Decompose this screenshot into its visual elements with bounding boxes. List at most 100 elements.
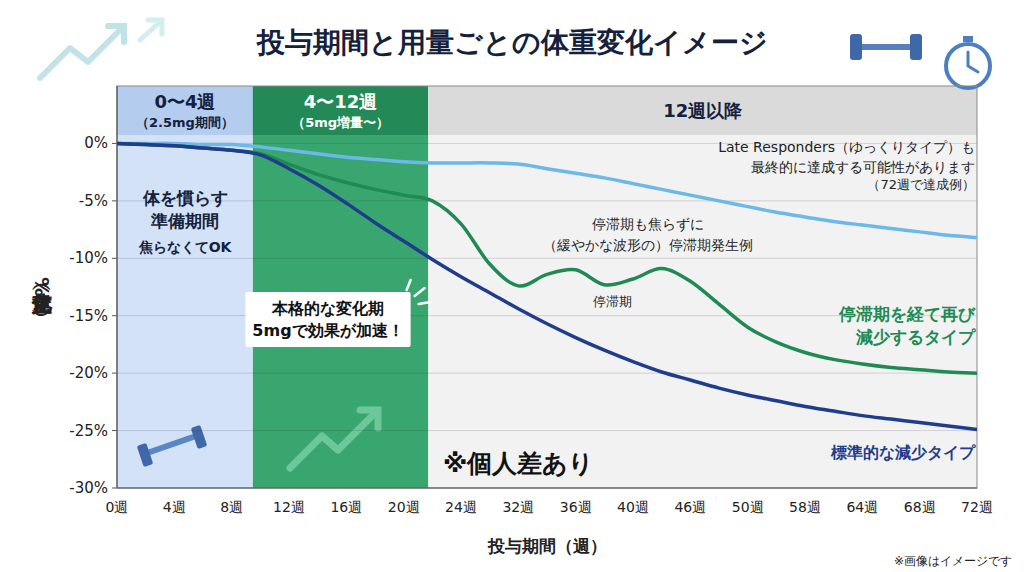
y-tick-label: -15% <box>69 307 108 325</box>
plot-frame <box>117 86 977 488</box>
y-tick <box>112 200 117 201</box>
period-header <box>253 86 428 135</box>
y-axis-line <box>116 86 117 488</box>
text-line: 標準的な減少タイプ <box>830 443 976 462</box>
chart-svg: 投与期間と用量ごとの体重変化イメージ 0〜4週 （2.5mg期間） 4〜12週 （5mg… <box>0 0 1024 572</box>
text-line: Late Responders（ゆっくりタイプ）も <box>718 139 975 155</box>
annotation: 焦らなくてOK <box>138 239 233 255</box>
annotation-burst <box>407 280 431 304</box>
grid-line <box>117 373 977 374</box>
deco-arrow <box>40 28 122 78</box>
deco-arrow-small <box>140 20 162 40</box>
text-line: 停滞期を経て再び <box>838 304 976 324</box>
text-line: 5mgで効果が加速！ <box>252 321 403 340</box>
y-tick-label: -20% <box>69 364 108 382</box>
grid-line <box>117 488 977 489</box>
x-tick-label: 24週 <box>445 499 477 515</box>
period-label: 4〜12週 <box>304 91 378 112</box>
series-labels: 標準的な減少タイプ 停滞期を経て再び減少するタイプ Late Responders（… <box>718 139 976 462</box>
annotation-text: 停滞期も焦らずに （緩やかな波形の）停滞期発生例 <box>543 216 753 253</box>
x-tick-label: 0週 <box>106 499 129 515</box>
y-axis-title: 体重変化（%） <box>30 277 54 317</box>
annotation-text: （72週で達成例） <box>867 177 975 192</box>
series-lines <box>117 143 977 429</box>
x-axis-title: 投与期間（週） <box>487 536 607 556</box>
annotation: 停滞期 <box>593 294 632 309</box>
x-tick-label: 58週 <box>789 499 821 515</box>
period-label: 0〜4週 <box>154 91 215 112</box>
y-tick <box>112 488 117 489</box>
footnote: ※画像はイメージです <box>894 554 1012 568</box>
y-tick <box>112 315 117 316</box>
x-ticks: 0週 4週 8週 12週 16週 20週 24週 32週 36週 40週 46週 50週 58週 64週 6… <box>106 499 993 515</box>
x-tick-label: 72週 <box>961 499 993 515</box>
annotation-text: 停滞期 <box>593 294 632 309</box>
annotation-text: ※個人差あり <box>443 449 594 478</box>
x-tick-label: 20週 <box>388 499 420 515</box>
deco-green-arrow-head <box>360 410 378 428</box>
period-region <box>253 86 428 488</box>
x-tick-label: 4週 <box>163 499 186 515</box>
period-label: 12週以降 <box>663 100 743 121</box>
annotation-text: 体を慣らす準備期間 <box>142 188 228 231</box>
period-region <box>428 86 977 488</box>
chart-title: 投与期間と用量ごとの体重変化イメージ <box>256 26 768 59</box>
series-label: 停滞期を経て再び減少するタイプ <box>838 304 976 347</box>
text-line: 減少するタイプ <box>855 327 976 347</box>
period-sublabel: （5mg増量〜） <box>292 115 389 130</box>
x-tick-label: 50週 <box>732 499 764 515</box>
deco-dumbbell-weight <box>850 34 862 60</box>
y-ticks: 0%-5%-10%-15%-20%-25%-30% <box>69 134 117 497</box>
annotation: ※個人差あり <box>443 449 594 478</box>
grid-line <box>117 258 977 259</box>
text-line: （緩やかな波形の）停滞期発生例 <box>543 237 753 253</box>
deco-dumbbell-bar <box>858 44 914 50</box>
x-tick-label: 16週 <box>330 499 362 515</box>
y-tick <box>112 258 117 259</box>
series-label: 標準的な減少タイプ <box>830 443 976 462</box>
y-tick-label: -25% <box>69 422 108 440</box>
deco-dumbbell-small <box>150 436 196 452</box>
deco-dumbbell-small-weight <box>137 443 154 467</box>
annotation: 本格的な変化期 5mgで効果が加速！ <box>245 280 430 347</box>
x-tick-label: 32週 <box>502 499 534 515</box>
annotations: 体を慣らす準備期間焦らなくてOK 本格的な変化期 5mgで効果が加速！ 停滞期も焦らず… <box>138 177 975 478</box>
x-axis-line <box>117 487 977 488</box>
x-tick-label: 40週 <box>617 499 649 515</box>
series-line <box>117 143 977 429</box>
grid-line <box>117 200 977 201</box>
y-tick <box>112 430 117 431</box>
annotation-text: 本格的な変化期 5mgで効果が加速！ <box>252 299 403 340</box>
text-line: 最終的に達成する可能性があります <box>751 159 975 175</box>
y-tick-label: -10% <box>69 249 108 267</box>
x-tick-label: 64週 <box>846 499 878 515</box>
series-line <box>117 143 977 373</box>
y-tick-label: -30% <box>69 479 108 497</box>
x-tick-label: 36週 <box>560 499 592 515</box>
y-tick <box>112 143 117 144</box>
annotation-text: 焦らなくてOK <box>138 239 233 255</box>
y-tick-label: 0% <box>84 134 108 152</box>
deco-stopwatch-hands <box>968 52 978 72</box>
decorations <box>40 20 990 468</box>
y-grid <box>117 143 977 488</box>
text-line: 本格的な変化期 <box>271 299 384 318</box>
series-line <box>117 143 977 237</box>
x-tick-label: 46週 <box>674 499 706 515</box>
period-regions: 0〜4週 （2.5mg期間） 4〜12週 （5mg増量〜） 12週以降 <box>117 86 977 488</box>
period-sublabel: （2.5mg期間） <box>136 115 234 130</box>
annotation: 体を慣らす準備期間 <box>142 188 228 231</box>
x-tick-label: 8週 <box>220 499 243 515</box>
y-tick <box>112 373 117 374</box>
deco-green-arrow <box>290 412 376 468</box>
deco-dumbbell-small-weight <box>191 425 208 449</box>
annotation-box <box>245 292 410 347</box>
annotation: （72週で達成例） <box>867 177 975 192</box>
text-line: 体を慣らす <box>142 188 228 208</box>
x-tick-label: 12週 <box>273 499 305 515</box>
deco-dumbbell-weight <box>910 34 922 60</box>
x-tick-label: 68週 <box>904 499 936 515</box>
text-line: 準備期間 <box>150 211 219 231</box>
deco-stopwatch <box>946 44 990 88</box>
text-line: 停滞期も焦らずに <box>592 216 704 232</box>
